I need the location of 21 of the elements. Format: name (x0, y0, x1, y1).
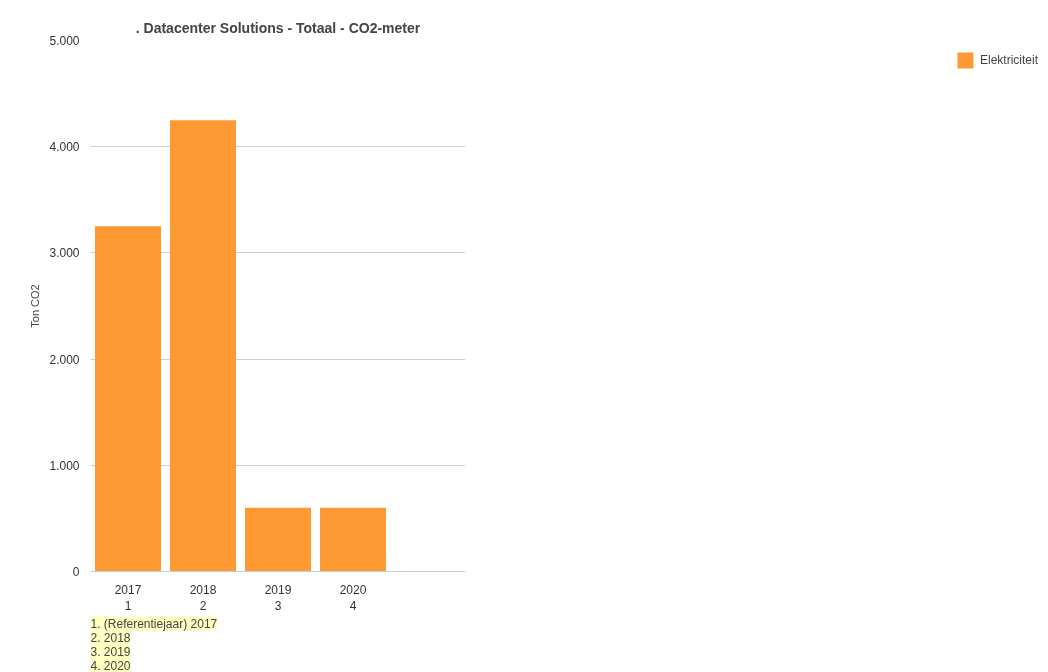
y-axis-title: Ton CO2 (29, 284, 42, 328)
bar (245, 507, 311, 572)
y-tick-label: 3.000 (49, 246, 80, 261)
bar (320, 507, 386, 572)
text: 2. 2018 (90, 630, 131, 645)
x-tick-label: 2018 2 (189, 582, 217, 614)
text: 4. 2020 (90, 658, 131, 672)
bar (170, 120, 236, 572)
y-tick-label: 1.000 (49, 458, 80, 473)
text: 3. 2019 (90, 644, 131, 659)
bar (95, 226, 161, 572)
y-tick-label: 5.000 (49, 34, 80, 48)
chart-title: . Datacenter Solutions - Totaal - CO2-meter (135, 19, 421, 36)
text: 1. (Referentiejaar) 2017 (90, 616, 218, 631)
y-tick-label: 0 (72, 565, 80, 579)
y-tick-label: 4.000 (49, 140, 80, 155)
x-tick-label: 2017 1 (114, 582, 142, 614)
legend-label: Elektriciteit (979, 53, 1038, 67)
x-tick-label: 2020 4 (339, 582, 367, 614)
x-tick-label: 2019 3 (264, 582, 292, 614)
y-tick-label: 2.000 (49, 352, 80, 367)
